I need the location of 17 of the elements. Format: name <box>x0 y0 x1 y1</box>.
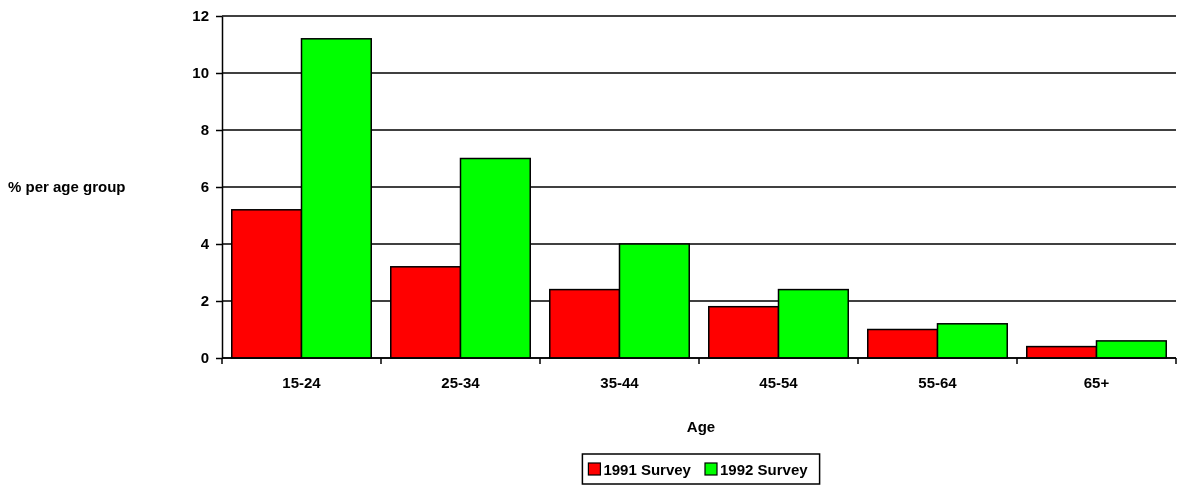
legend-label: 1991 Survey <box>603 461 692 478</box>
y-tick-label: 10 <box>192 64 209 82</box>
x-tick-label: 45-54 <box>759 374 799 391</box>
x-tick-label: 15-24 <box>282 374 322 391</box>
y-tick-label: 0 <box>200 349 209 367</box>
x-tick-label: 55-64 <box>918 374 958 391</box>
y-tick-label: 4 <box>200 235 210 253</box>
y-axis-title: % per age group <box>8 178 126 195</box>
x-tick-label: 65+ <box>1083 374 1110 391</box>
x-tick-label: 35-44 <box>600 374 640 391</box>
x-tick-label: 25-34 <box>441 374 481 391</box>
y-tick-label: 8 <box>200 121 209 139</box>
y-tick-label: 2 <box>200 292 209 310</box>
x-axis-title: Age <box>686 418 716 435</box>
legend-label: 1992 Survey <box>720 461 809 478</box>
y-tick-label: 6 <box>200 178 209 196</box>
y-tick-label: 12 <box>192 7 209 25</box>
